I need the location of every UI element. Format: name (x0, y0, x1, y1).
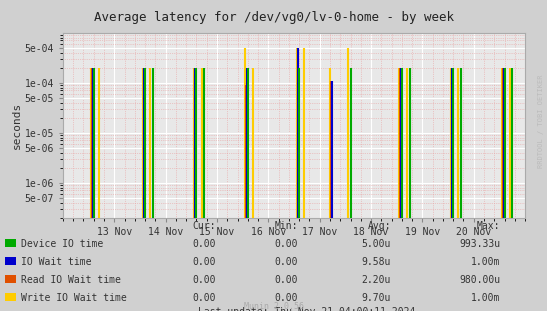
Text: 9.58u: 9.58u (362, 257, 391, 267)
Text: 1.00m: 1.00m (471, 293, 501, 303)
Text: 0.00: 0.00 (193, 293, 216, 303)
Text: 1.00m: 1.00m (471, 257, 501, 267)
Text: Avg:: Avg: (368, 220, 391, 230)
Text: Last update: Thu Nov 21 04:00:11 2024: Last update: Thu Nov 21 04:00:11 2024 (197, 307, 415, 311)
Text: RRDTOOL / TOBI OETIKER: RRDTOOL / TOBI OETIKER (538, 75, 544, 168)
Text: Max:: Max: (477, 220, 501, 230)
Text: Average latency for /dev/vg0/lv-0-home - by week: Average latency for /dev/vg0/lv-0-home -… (94, 11, 453, 24)
Text: 9.70u: 9.70u (362, 293, 391, 303)
Text: Min:: Min: (275, 220, 298, 230)
Text: 5.00u: 5.00u (362, 239, 391, 248)
Text: Device IO time: Device IO time (21, 239, 103, 248)
Text: Read IO Wait time: Read IO Wait time (21, 275, 121, 285)
Text: 2.20u: 2.20u (362, 275, 391, 285)
Text: 993.33u: 993.33u (459, 239, 501, 248)
Text: 0.00: 0.00 (275, 257, 298, 267)
Text: Munin 2.0.56: Munin 2.0.56 (243, 301, 304, 310)
Text: 0.00: 0.00 (193, 275, 216, 285)
Text: 0.00: 0.00 (275, 275, 298, 285)
Text: 0.00: 0.00 (275, 239, 298, 248)
Text: 0.00: 0.00 (193, 239, 216, 248)
Text: Cur:: Cur: (193, 220, 216, 230)
Text: 980.00u: 980.00u (459, 275, 501, 285)
Y-axis label: seconds: seconds (11, 102, 22, 149)
Text: Write IO Wait time: Write IO Wait time (21, 293, 126, 303)
Text: 0.00: 0.00 (275, 293, 298, 303)
Text: 0.00: 0.00 (193, 257, 216, 267)
Text: IO Wait time: IO Wait time (21, 257, 91, 267)
